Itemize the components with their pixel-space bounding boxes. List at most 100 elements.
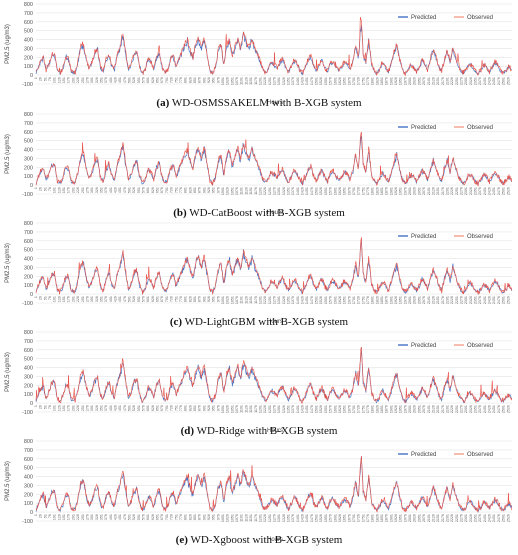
x-tick-label: 1476 bbox=[310, 296, 314, 304]
x-tick-label: 1826 bbox=[375, 187, 379, 195]
x-tick-label: 51 bbox=[43, 514, 47, 518]
x-tick-label: 1626 bbox=[338, 514, 342, 522]
x-tick-label: 601 bbox=[146, 296, 150, 302]
x-tick-label: 226 bbox=[76, 187, 80, 193]
x-tick-label: 1226 bbox=[263, 296, 267, 304]
legend-label: Observed bbox=[467, 343, 493, 349]
y-tick-label: 200 bbox=[24, 383, 33, 389]
x-tick-label: 76 bbox=[48, 514, 52, 518]
x-tick-label: 176 bbox=[67, 77, 71, 83]
x-tick-label: 2126 bbox=[431, 77, 435, 85]
x-tick-label: 1776 bbox=[366, 77, 370, 85]
x-tick-label: 426 bbox=[113, 405, 117, 411]
x-tick-label: 1926 bbox=[394, 514, 398, 522]
x-tick-label: 1701 bbox=[352, 514, 356, 522]
x-tick-label: 2101 bbox=[427, 187, 431, 195]
x-tick-label: 126 bbox=[57, 514, 61, 520]
x-tick-label: 76 bbox=[48, 405, 52, 409]
x-tick-label: 1151 bbox=[249, 296, 253, 304]
x-tick-label: 451 bbox=[118, 296, 122, 302]
x-axis-title: Hours bbox=[267, 210, 283, 216]
caption-d: (d) WD-Ridge with B-XGB system bbox=[0, 425, 518, 437]
x-tick-label: 1826 bbox=[375, 77, 379, 85]
x-tick-label: 326 bbox=[95, 514, 99, 520]
x-tick-label: 1126 bbox=[244, 405, 248, 413]
x-tick-label: 1926 bbox=[394, 296, 398, 304]
x-tick-label: 2151 bbox=[436, 187, 440, 195]
x-tick-label: 226 bbox=[76, 405, 80, 411]
x-tick-label: 1576 bbox=[329, 77, 333, 85]
y-tick-label: -100 bbox=[22, 410, 33, 416]
x-tick-label: 1401 bbox=[296, 514, 300, 522]
x-tick-label: 401 bbox=[109, 296, 113, 302]
x-tick-label: 1051 bbox=[230, 187, 234, 195]
x-tick-label: 376 bbox=[104, 296, 108, 302]
series-line-overlap bbox=[35, 347, 513, 405]
y-tick-label: 500 bbox=[24, 29, 33, 35]
x-tick-label: 1 bbox=[34, 405, 38, 407]
x-tick-label: 1901 bbox=[389, 77, 393, 85]
x-tick-label: 1651 bbox=[343, 296, 347, 304]
x-tick-label: 1851 bbox=[380, 77, 384, 85]
x-tick-label: 601 bbox=[146, 405, 150, 411]
chart-panel-b: 800 700 600 500 400 300 200 100 0 -100 PM2.5 (ug/m… bbox=[5, 112, 513, 216]
caption-text: WD-Xgboost with B-XGB system bbox=[190, 534, 343, 546]
series-line-overlap bbox=[35, 456, 513, 513]
x-tick-label: 501 bbox=[128, 405, 132, 411]
x-tick-label: 1276 bbox=[272, 296, 276, 304]
x-tick-label: 551 bbox=[137, 296, 141, 302]
x-tick-label: 1926 bbox=[394, 77, 398, 85]
x-tick-label: 2076 bbox=[422, 514, 426, 522]
x-tick-label: 1001 bbox=[221, 296, 225, 304]
x-tick-label: 26 bbox=[39, 187, 43, 191]
x-tick-label: 1976 bbox=[403, 77, 407, 85]
x-tick-label: 51 bbox=[43, 296, 47, 300]
y-tick-label: 0 bbox=[30, 510, 33, 516]
y-tick-label: -100 bbox=[22, 82, 33, 88]
x-tick-label: 201 bbox=[71, 187, 75, 193]
series-line-overlap bbox=[35, 237, 513, 295]
x-tick-label: 2076 bbox=[422, 405, 426, 413]
x-tick-label: 1401 bbox=[296, 296, 300, 304]
x-tick-label: 1101 bbox=[240, 514, 244, 522]
x-tick-label: 2526 bbox=[506, 405, 510, 413]
y-tick-label: 400 bbox=[24, 257, 33, 263]
x-tick-label: 1701 bbox=[352, 296, 356, 304]
x-tick-label: 2151 bbox=[436, 77, 440, 85]
x-tick-label: 826 bbox=[188, 187, 192, 193]
x-tick-label: 376 bbox=[104, 405, 108, 411]
y-tick-label: 200 bbox=[24, 274, 33, 280]
x-tick-label: 2076 bbox=[422, 77, 426, 85]
legend-label: Observed bbox=[467, 234, 493, 240]
x-tick-label: 201 bbox=[71, 405, 75, 411]
x-tick-label: 1076 bbox=[235, 187, 239, 195]
x-tick-label: 2051 bbox=[417, 187, 421, 195]
x-tick-label: 1 bbox=[34, 187, 38, 189]
x-tick-label: 451 bbox=[118, 405, 122, 411]
x-tick-label: 1051 bbox=[230, 77, 234, 85]
x-tick-label: 1101 bbox=[240, 405, 244, 413]
x-tick-label: 576 bbox=[142, 187, 146, 193]
x-tick-label: 1601 bbox=[333, 187, 337, 195]
x-tick-label: 2176 bbox=[441, 514, 445, 522]
x-tick-label: 2051 bbox=[417, 77, 421, 85]
x-tick-label: 976 bbox=[216, 296, 220, 302]
caption-a: (a) WD-OSMSSAKELM with B-XGB system bbox=[0, 97, 518, 109]
x-tick-label: 1551 bbox=[324, 514, 328, 522]
series-line-observed bbox=[35, 131, 513, 187]
x-tick-label: 1551 bbox=[324, 187, 328, 195]
y-tick-label: 100 bbox=[24, 392, 33, 398]
x-tick-label: 951 bbox=[212, 405, 216, 411]
x-tick-label: 2501 bbox=[502, 187, 506, 195]
x-tick-label: 2476 bbox=[497, 187, 501, 195]
x-tick-label: 476 bbox=[123, 77, 127, 83]
x-tick-label: 2351 bbox=[474, 296, 478, 304]
x-tick-label: 426 bbox=[113, 77, 117, 83]
x-tick-label: 1126 bbox=[244, 187, 248, 195]
x-tick-label: 1451 bbox=[305, 187, 309, 195]
x-tick-label: 751 bbox=[174, 514, 178, 520]
x-tick-label: 1576 bbox=[329, 514, 333, 522]
x-tick-label: 176 bbox=[67, 187, 71, 193]
x-tick-label: 1376 bbox=[291, 296, 295, 304]
x-tick-label: 1701 bbox=[352, 187, 356, 195]
